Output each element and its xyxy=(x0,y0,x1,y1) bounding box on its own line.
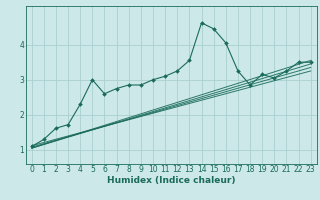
X-axis label: Humidex (Indice chaleur): Humidex (Indice chaleur) xyxy=(107,176,236,185)
